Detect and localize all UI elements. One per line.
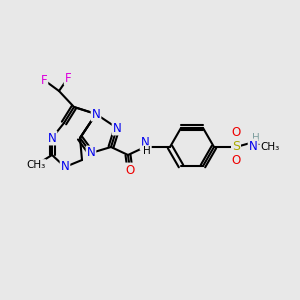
Text: N: N [61,160,69,173]
Text: O: O [125,164,135,176]
Text: S: S [232,140,240,154]
Text: N: N [87,146,95,160]
Text: H: H [143,146,151,156]
Text: F: F [65,71,71,85]
Text: N: N [92,107,100,121]
Text: H: H [252,133,260,143]
Text: N: N [249,140,257,152]
Text: F: F [41,74,47,86]
Text: N: N [141,136,149,149]
Text: O: O [231,127,241,140]
Text: N: N [48,131,56,145]
Text: CH₃: CH₃ [26,160,46,170]
Text: N: N [112,122,122,134]
Text: O: O [231,154,241,167]
Text: CH₃: CH₃ [260,142,280,152]
